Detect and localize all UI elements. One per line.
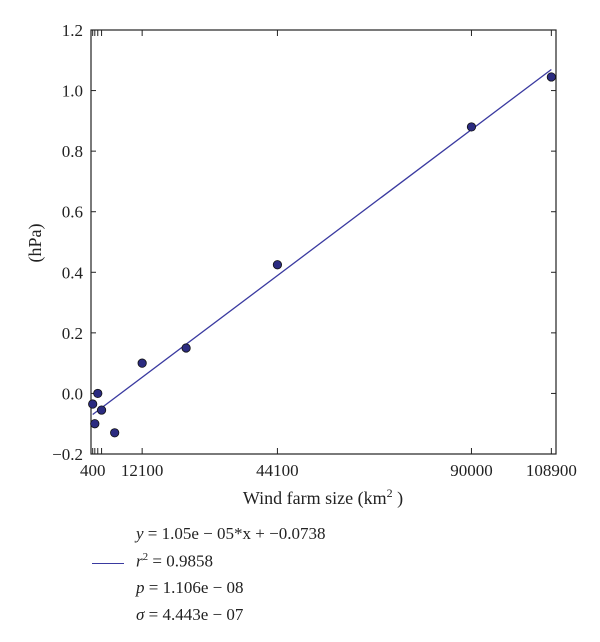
plot-frame — [90, 29, 557, 455]
x-tick-label: 400 — [80, 461, 106, 480]
x-axis: 400 12100 44100 90000 108900 — [80, 30, 577, 480]
legend-sigma: σ = 4.443e − 07 — [136, 605, 243, 625]
sigma-value: = 4.443e − 07 — [144, 605, 244, 624]
x-tick-label: 44100 — [256, 461, 299, 480]
fit-line — [92, 68, 552, 416]
x-axis-label: Wind farm size (km2 ) — [243, 486, 403, 509]
data-point — [93, 388, 103, 399]
p-value: = 1.106e − 08 — [144, 578, 244, 597]
fit-line-group — [92, 68, 552, 416]
x-axis-label-sup: 2 — [387, 486, 393, 500]
equation-y-symbol: y — [136, 524, 144, 543]
legend-equation: y = 1.05e − 05*x + −0.0738 — [136, 524, 325, 544]
y-tick-label: 0.0 — [62, 384, 83, 403]
x-tick-label: 12100 — [121, 461, 164, 480]
data-point — [110, 428, 120, 438]
legend-fit-line-swatch — [92, 563, 124, 564]
r-symbol: r — [136, 551, 143, 571]
data-point — [272, 260, 283, 270]
data-points — [88, 72, 556, 438]
data-point — [466, 122, 477, 132]
legend-r-squared: r2 = 0.9858 — [136, 551, 213, 572]
y-tick-label: 1.2 — [62, 21, 83, 40]
y-tick-label: 0.6 — [62, 203, 83, 222]
x-axis-label-main: Wind farm size (km — [243, 488, 387, 509]
y-axis-label: (hPa) — [25, 224, 46, 263]
r-squared-value: = 0.9858 — [148, 551, 213, 571]
data-point — [88, 399, 98, 409]
p-symbol: p — [136, 578, 145, 597]
scatter-chart: −0.2 0.0 0.2 0.4 0.6 0.8 1.0 1.2 400 12100 44100 9… — [25, 21, 577, 509]
y-tick-label: 0.8 — [62, 142, 83, 161]
data-point — [137, 358, 147, 368]
x-tick-label: 108900 — [526, 461, 577, 480]
x-axis-label-end: ) — [393, 488, 404, 509]
y-tick-label: 0.4 — [62, 263, 84, 282]
data-point — [181, 343, 191, 353]
y-tick-label: 0.2 — [62, 324, 83, 343]
data-point — [96, 405, 107, 415]
equation-text: = 1.05e − 05*x + −0.0738 — [143, 524, 326, 543]
x-tick-label: 90000 — [450, 461, 493, 480]
legend-p-value: p = 1.106e − 08 — [136, 578, 243, 598]
y-tick-label: −0.2 — [52, 445, 83, 464]
sigma-symbol: σ — [136, 605, 145, 624]
data-point — [546, 72, 556, 82]
plot-border — [90, 29, 557, 455]
r-squared-exponent: 2 — [142, 551, 149, 563]
y-axis: −0.2 0.0 0.2 0.4 0.6 0.8 1.0 1.2 — [52, 21, 556, 464]
data-point — [90, 419, 100, 429]
y-tick-label: 1.0 — [62, 82, 83, 101]
